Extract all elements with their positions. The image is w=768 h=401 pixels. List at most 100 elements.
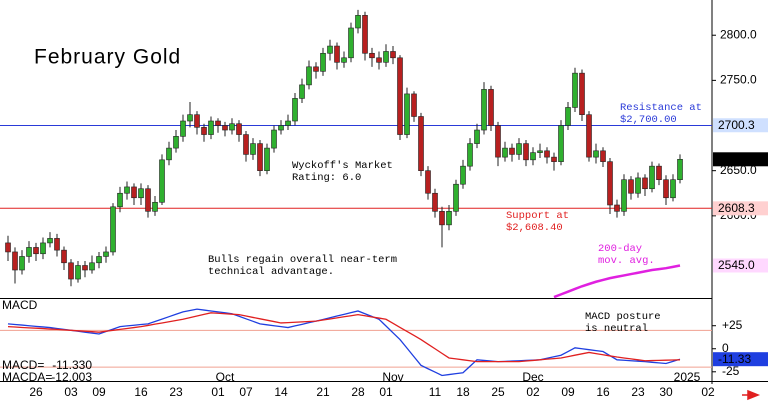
- candle: [313, 62, 319, 79]
- x-tick-label: 18: [456, 385, 470, 399]
- candle: [439, 206, 445, 248]
- candle: [488, 85, 494, 131]
- annotation: Rating: 6.0: [292, 172, 361, 184]
- x-tick-label: 01: [211, 385, 225, 399]
- candle-body: [523, 143, 529, 161]
- candle: [257, 139, 263, 177]
- candle: [397, 55, 403, 140]
- candle-body: [488, 89, 494, 126]
- candle-body: [313, 66, 319, 72]
- candle: [33, 242, 39, 261]
- candle-body: [271, 129, 277, 149]
- month-label: Dec: [522, 370, 543, 384]
- candle-body: [544, 150, 550, 158]
- candle-body: [75, 265, 81, 280]
- candle-body: [348, 27, 354, 59]
- x-tick-label: 21: [316, 385, 330, 399]
- candle: [243, 130, 249, 162]
- candle-body: [250, 143, 256, 155]
- candle: [411, 91, 417, 122]
- candle-body: [607, 161, 613, 206]
- annotation: MACD posture: [585, 311, 661, 323]
- x-tick-label: 09: [561, 385, 575, 399]
- candle-body: [621, 179, 627, 212]
- candle-body: [257, 143, 263, 171]
- candle: [565, 102, 571, 131]
- candle-body: [68, 262, 74, 280]
- candle: [285, 114, 291, 131]
- candle-body: [61, 249, 67, 264]
- macd-line: [7, 312, 681, 363]
- candle: [292, 93, 298, 126]
- candle-body: [278, 125, 284, 131]
- candle: [446, 204, 452, 231]
- macd-title: MACD: [2, 298, 38, 312]
- candle: [579, 69, 585, 122]
- candle: [187, 102, 193, 128]
- candle-body: [383, 51, 389, 63]
- candle: [110, 203, 116, 256]
- candle-body: [537, 150, 543, 153]
- candle: [89, 255, 95, 274]
- month-label: Nov: [382, 370, 403, 384]
- candle: [502, 141, 508, 162]
- candle-body: [558, 125, 564, 162]
- candle: [138, 183, 144, 205]
- price-marker-label: 2662.6: [718, 152, 755, 166]
- chart-title: February Gold: [34, 46, 181, 69]
- candle: [180, 114, 186, 142]
- candle-body: [572, 72, 578, 108]
- candle-body: [551, 156, 557, 162]
- candle-body: [439, 211, 445, 226]
- candle-body: [12, 251, 18, 271]
- y-tick-label: 2800.0: [720, 27, 757, 41]
- candle-body: [376, 57, 382, 63]
- candle: [61, 246, 67, 271]
- candle-body: [369, 52, 375, 59]
- candle-body: [138, 188, 144, 199]
- candle: [306, 60, 312, 90]
- x-tick-label: 30: [659, 385, 673, 399]
- candle-body: [131, 186, 137, 199]
- candle: [250, 138, 256, 160]
- month-label: Oct: [216, 370, 235, 384]
- candle-body: [502, 147, 508, 158]
- candle-body: [656, 165, 662, 181]
- candle: [166, 141, 172, 166]
- candle-body: [341, 57, 347, 63]
- annotation: 200-day: [598, 243, 642, 255]
- price-marker-box: [713, 258, 768, 273]
- candle: [383, 44, 389, 67]
- annotation: Bulls regain overall near-term: [208, 254, 397, 266]
- candle: [145, 185, 151, 218]
- candle: [607, 158, 613, 215]
- candle: [376, 51, 382, 70]
- candle-body: [453, 183, 459, 212]
- y-tick-label: -25: [722, 364, 740, 378]
- price-marker-box: [713, 201, 768, 216]
- candle-body: [110, 206, 116, 253]
- candle: [663, 175, 669, 205]
- candle-body: [649, 165, 655, 190]
- candle: [481, 82, 487, 135]
- candle: [320, 47, 326, 76]
- candle-body: [264, 147, 270, 171]
- candle: [299, 78, 305, 103]
- candle-body: [495, 125, 501, 158]
- price-marker-label: -11.33: [718, 352, 751, 366]
- candle: [467, 138, 473, 171]
- candle: [558, 120, 564, 166]
- candle-body: [194, 114, 200, 128]
- candle-body: [530, 152, 536, 161]
- moving-average: [553, 264, 681, 299]
- candle: [96, 251, 102, 269]
- candle-body: [117, 192, 123, 208]
- candle: [152, 195, 158, 216]
- candle: [404, 87, 410, 139]
- candle-body: [145, 188, 151, 212]
- annotation: mov. avg.: [598, 255, 655, 267]
- x-tick-label: 23: [631, 385, 645, 399]
- candle: [124, 181, 130, 200]
- annotation: Resistance at: [620, 102, 702, 114]
- y-tick-label: 0: [722, 341, 729, 355]
